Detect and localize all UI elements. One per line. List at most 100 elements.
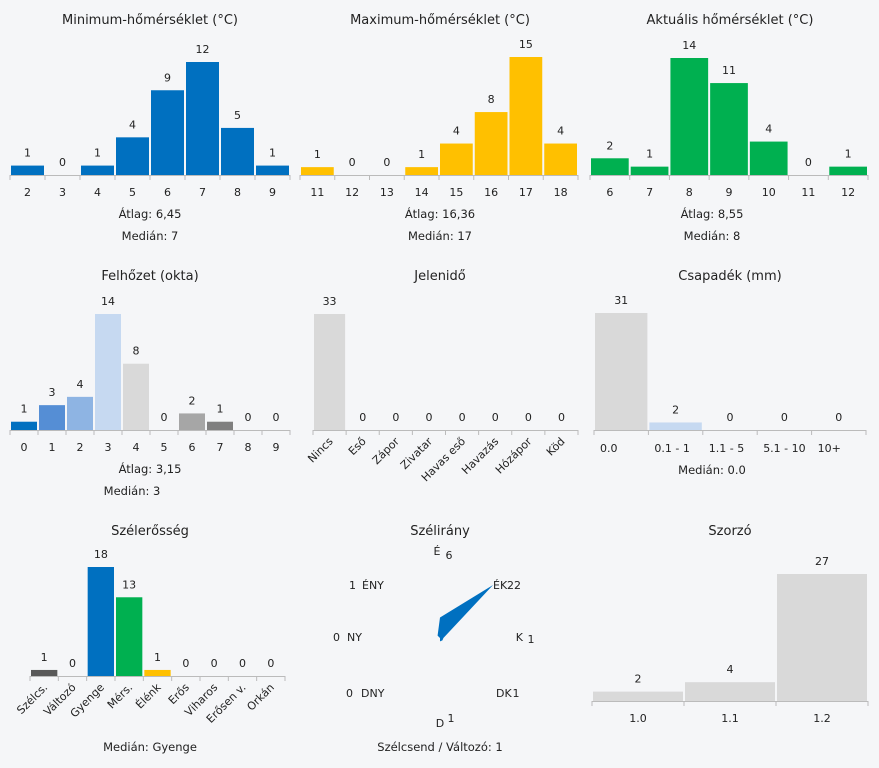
x-tick-label: 16 <box>484 186 498 199</box>
direction-label: ÉNY <box>362 579 384 592</box>
x-tick-label: 7 <box>199 186 206 199</box>
direction-label: NY <box>347 631 362 644</box>
stat-mean-max: Átlag: 16,36 <box>404 207 476 221</box>
x-tick-label: 3 <box>59 186 66 199</box>
bar[interactable] <box>595 313 648 430</box>
bar-value-label: 2 <box>635 673 642 686</box>
bar[interactable] <box>221 127 254 175</box>
bar[interactable] <box>591 158 629 175</box>
bar-value-label: 1 <box>41 651 48 664</box>
wind-direction-polygon[interactable] <box>437 584 494 642</box>
bar-value-label: 3 <box>49 386 56 399</box>
bar[interactable] <box>829 166 867 175</box>
bar[interactable] <box>81 165 114 175</box>
bar[interactable] <box>95 314 121 430</box>
bar[interactable] <box>116 137 149 175</box>
x-tick-label: Köd <box>544 435 568 459</box>
stat-median-rain: Medián: 0.0 <box>678 463 746 477</box>
bar[interactable] <box>31 669 58 676</box>
chart-title-wx: Jelenidő <box>414 269 466 284</box>
bar[interactable] <box>87 567 114 676</box>
bar[interactable] <box>630 166 669 175</box>
x-tick-label: 0.0 <box>600 442 618 455</box>
bar[interactable] <box>593 691 683 701</box>
bar-value-label: 0 <box>349 156 356 169</box>
bar-value-label: 5 <box>234 109 241 122</box>
x-tick-label: 12 <box>841 186 855 199</box>
x-tick-label: 5.1 - 10 <box>763 442 805 455</box>
bar-value-label: 0 <box>492 411 499 424</box>
x-tick-label: 1.1 <box>721 712 739 725</box>
bar[interactable] <box>670 58 709 175</box>
x-tick-label: 4 <box>94 186 101 199</box>
bar-value-label: 4 <box>129 118 136 131</box>
bar-value-label: 31 <box>614 294 628 307</box>
bar-value-label: 0 <box>805 156 812 169</box>
bar-value-label: 8 <box>488 93 495 106</box>
bar[interactable] <box>67 396 93 430</box>
bar[interactable] <box>186 62 219 175</box>
bar-value-label: 0 <box>245 411 252 424</box>
x-tick-label: Eső <box>346 435 369 458</box>
bar[interactable] <box>39 405 65 430</box>
direction-label: D <box>436 717 444 730</box>
stat-mean-cloud: Átlag: 3,15 <box>118 462 182 476</box>
bar[interactable] <box>301 167 334 175</box>
bar-value-label: 14 <box>682 39 696 52</box>
bar-value-label: 0 <box>273 411 280 424</box>
x-tick-label: 12 <box>345 186 359 199</box>
x-tick-label: 1.2 <box>813 712 831 725</box>
bar-value-label: 4 <box>557 125 564 138</box>
x-tick-label: 3 <box>105 441 112 454</box>
bar-value-label: 2 <box>189 394 196 407</box>
bar[interactable] <box>544 143 577 175</box>
bar[interactable] <box>116 597 143 676</box>
bar-value-label: 0 <box>525 411 532 424</box>
bar[interactable] <box>151 90 184 175</box>
bar[interactable] <box>649 422 702 430</box>
bar-value-label: 1 <box>24 147 31 160</box>
direction-label: ÉK <box>493 579 508 592</box>
bar[interactable] <box>314 314 346 430</box>
bar-chart-wind: 1Szélcs.0Változó18Gyenge13Mérs.1Élénk0Er… <box>14 548 286 726</box>
x-tick-label: 6 <box>164 186 171 199</box>
bar[interactable] <box>777 574 867 701</box>
x-tick-label: Hózápor <box>493 435 535 477</box>
bar-value-label: 0 <box>359 411 366 424</box>
bar[interactable] <box>509 57 543 175</box>
bar-value-label: 13 <box>122 578 136 591</box>
direction-label: DK <box>496 687 512 700</box>
x-tick-label: Orkán <box>244 681 277 714</box>
bar[interactable] <box>474 112 508 175</box>
x-tick-label: 0 <box>21 441 28 454</box>
bar[interactable] <box>685 682 775 701</box>
bar[interactable] <box>123 363 149 430</box>
x-tick-label: 17 <box>519 186 533 199</box>
bar[interactable] <box>207 421 233 430</box>
bar[interactable] <box>710 83 748 175</box>
stat-median-cloud: Medián: 3 <box>103 484 161 498</box>
bar[interactable] <box>11 421 37 430</box>
bar[interactable] <box>144 669 171 676</box>
x-tick-label: 9 <box>726 186 733 199</box>
bar[interactable] <box>749 141 788 175</box>
bar[interactable] <box>179 413 205 430</box>
x-tick-label: 11 <box>801 186 815 199</box>
bar[interactable] <box>405 167 438 175</box>
x-tick-label: 7 <box>217 441 224 454</box>
bar-value-label: 0 <box>211 657 218 670</box>
x-tick-label: 1 <box>49 441 56 454</box>
stat-median-max: Medián: 17 <box>408 229 472 243</box>
bar-value-label: 4 <box>765 123 772 136</box>
chart-title-wind: Szélerősség <box>111 524 189 539</box>
bar[interactable] <box>256 165 289 175</box>
stat-median-wind: Medián: Gyenge <box>103 740 197 754</box>
bar-value-label: 1 <box>418 148 425 161</box>
bar[interactable] <box>11 165 44 175</box>
x-tick-label: 9 <box>269 186 276 199</box>
bar[interactable] <box>440 143 473 175</box>
bar-value-label: 1 <box>217 403 224 416</box>
